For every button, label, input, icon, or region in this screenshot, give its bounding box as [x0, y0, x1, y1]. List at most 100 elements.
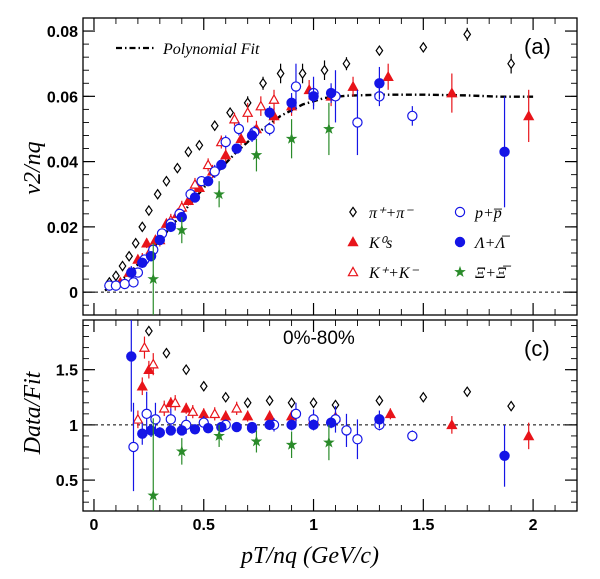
a-pion-point — [118, 260, 127, 272]
a-pion-point — [153, 188, 162, 200]
legend-xi-label: Ξ+Ξ̅ — [475, 265, 511, 282]
a-lambda-point — [165, 221, 177, 233]
c-kaon-point — [187, 405, 199, 416]
a-pion-point — [259, 77, 267, 89]
c-pion-point — [287, 397, 296, 409]
c-lambda-point — [246, 421, 258, 433]
c-pion-point — [221, 391, 230, 403]
legend-lambda-swatch — [454, 236, 466, 248]
a-proton-point — [220, 136, 231, 148]
a-pion-point — [144, 204, 153, 217]
a-kshort-point — [523, 110, 535, 121]
panel-a-ticks: 0 0.02 0.04 0.06 0.08 — [47, 18, 578, 315]
a-lambda-point — [145, 251, 157, 262]
a-lambda-point — [231, 143, 242, 154]
c-pion-point — [419, 391, 428, 403]
a-lambda-point — [499, 146, 510, 158]
a-kshort-point — [347, 80, 359, 91]
a-proton-point — [128, 277, 139, 288]
c-lambda-point — [499, 450, 510, 461]
a-xi-point — [285, 132, 298, 144]
xtick-label: 1.5 — [412, 517, 434, 534]
a-pion-point — [276, 67, 285, 80]
a-lambda-point — [246, 130, 258, 141]
c-ytick-label: 1.5 — [56, 363, 78, 380]
legend-kshort-label: K⁰s — [368, 235, 392, 252]
c-xi-point — [250, 435, 263, 447]
a-pion-point — [226, 107, 235, 119]
c-pion-point — [265, 394, 274, 407]
c-lambda-point — [202, 422, 214, 434]
c-lambda-point — [154, 427, 166, 438]
legend-proton-label: p+p̅ — [474, 205, 502, 222]
c-kshort-point — [136, 380, 148, 391]
a-xi-point — [323, 122, 335, 134]
a-pion-point — [507, 58, 516, 70]
panel-c-marks — [126, 320, 535, 511]
a-pion-point — [162, 175, 171, 187]
c-proton-point — [341, 425, 352, 436]
panel-c-y-axis-title: Data/Fit — [20, 370, 46, 455]
a-pion-point — [184, 146, 193, 158]
legend-pion-label: π⁺+π⁻ — [369, 205, 414, 222]
a-xi-point — [175, 224, 188, 236]
c-kshort-point — [523, 430, 535, 441]
a-pion-point — [463, 28, 472, 40]
a-ytick-label: 0.02 — [47, 220, 78, 237]
c-kshort-point — [446, 419, 458, 430]
c-proton-point — [407, 430, 418, 442]
c-pion-point — [199, 380, 208, 392]
panel-a-y-axis-title: v2/nq — [20, 141, 46, 194]
c-lambda-point — [286, 419, 297, 431]
xtick-label: 0 — [90, 517, 99, 534]
c-proton-point — [141, 408, 152, 420]
a-lambda-point — [286, 97, 297, 109]
legend-item-kaon: K⁺+K⁻ — [347, 265, 420, 282]
a-ytick-label: 0.08 — [47, 24, 78, 41]
c-kaon-point — [231, 402, 243, 413]
a-pion-point — [138, 221, 147, 233]
c-kaon-point — [209, 408, 221, 419]
a-kaon-point — [202, 159, 214, 170]
centrality-label: 0%-80% — [283, 328, 355, 349]
a-lambda-point — [189, 192, 201, 203]
c-lambda-point — [176, 425, 187, 436]
a-kaon-point — [228, 113, 241, 124]
c-kshort-point — [384, 408, 396, 419]
legend-item-pion: π⁺+π⁻ — [349, 205, 414, 222]
a-proton-point — [352, 117, 363, 128]
a-kshort-point — [235, 132, 247, 144]
legend-lambda-label: Λ+Λ̅ — [473, 235, 510, 252]
c-pion-point — [507, 400, 516, 412]
a-pion-point — [195, 139, 204, 151]
a-lambda-point — [126, 267, 137, 278]
a-proton-point — [209, 166, 220, 177]
legend-proton-swatch — [454, 206, 466, 218]
legend-kaon-swatch — [347, 266, 359, 277]
panel-a-label: (a) — [524, 34, 551, 59]
c-lambda-point — [145, 425, 157, 436]
a-xi-point — [250, 148, 263, 161]
c-kshort-point — [143, 363, 155, 374]
a-lambda-point — [154, 234, 166, 246]
a-proton-point — [119, 278, 130, 290]
a-proton-point — [407, 110, 418, 122]
panel-a-marks — [104, 27, 535, 315]
c-kshort-point — [220, 410, 232, 421]
a-kshort-point — [382, 70, 394, 82]
panel-c-frame — [82, 319, 578, 512]
c-pion-point — [144, 325, 153, 337]
a-pion-point — [419, 41, 428, 54]
a-kshort-point — [446, 87, 458, 98]
a-ytick-label: 0.04 — [47, 155, 78, 172]
legend-kshort-swatch — [347, 236, 359, 247]
panel-c-label: (c) — [524, 336, 550, 361]
fit-curve-line — [104, 93, 534, 292]
a-proton-point — [290, 81, 302, 92]
c-ytick-label: 0.5 — [56, 473, 78, 490]
c-pion-point — [182, 364, 191, 376]
a-lambda-point — [264, 107, 275, 118]
a-pion-point — [125, 250, 134, 262]
a-pion-point — [210, 120, 219, 132]
a-pion-point — [342, 58, 351, 70]
